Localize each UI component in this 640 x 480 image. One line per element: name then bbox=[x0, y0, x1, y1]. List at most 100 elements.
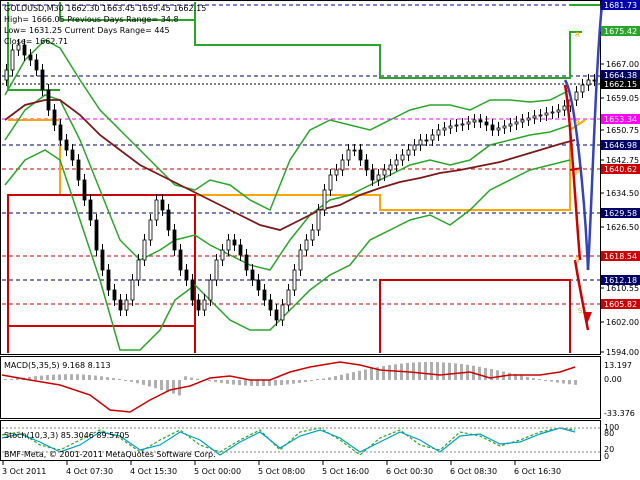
price-tag-label: 1640.62 bbox=[604, 165, 637, 174]
macd-bar bbox=[160, 380, 163, 390]
price-tick-label: 1610.55 bbox=[606, 284, 639, 293]
svg-text:R: R bbox=[575, 31, 580, 39]
candle-body bbox=[526, 117, 531, 121]
candle-body bbox=[496, 127, 501, 131]
macd-bar bbox=[478, 366, 481, 380]
stoch-tick-80: 80 bbox=[604, 429, 614, 438]
macd-tick-zero: 0.00 bbox=[604, 375, 622, 384]
candle-body bbox=[322, 189, 327, 211]
price-tick-label: 1642.75 bbox=[606, 156, 639, 165]
symbol-ohlc-label: GOLDUSD,M30 1662.30 1663.45 1659.45 1662… bbox=[4, 4, 206, 13]
time-tick-label: 6 Oct 00:30 bbox=[386, 467, 433, 476]
candle-body bbox=[118, 299, 123, 311]
macd-bar bbox=[280, 380, 283, 386]
main-price-panel[interactable] bbox=[0, 0, 601, 355]
macd-bar bbox=[4, 379, 7, 380]
macd-bar bbox=[274, 380, 277, 386]
macd-bar bbox=[562, 380, 565, 384]
candle-body bbox=[454, 124, 459, 127]
macd-bar bbox=[352, 372, 355, 380]
macd-bar bbox=[100, 376, 103, 380]
level-markers: R R P S S bbox=[575, 31, 583, 315]
candle-body bbox=[412, 144, 417, 151]
macd-bar bbox=[70, 374, 73, 380]
macd-bar bbox=[148, 380, 151, 387]
candle-body bbox=[376, 174, 381, 181]
macd-bar bbox=[172, 380, 175, 394]
price-tick-label: 1667.00 bbox=[606, 60, 639, 69]
candle-body bbox=[172, 229, 177, 251]
macd-bar bbox=[418, 362, 421, 380]
macd-panel[interactable] bbox=[0, 356, 601, 419]
candle-body bbox=[592, 79, 597, 82]
candle-body bbox=[298, 249, 303, 271]
time-tick-label: 6 Oct 16:30 bbox=[514, 467, 561, 476]
macd-bar bbox=[226, 380, 229, 384]
moving-average-line bbox=[4, 99, 576, 231]
candle-body bbox=[334, 169, 339, 176]
candle-body bbox=[34, 59, 39, 71]
candle-body bbox=[4, 69, 9, 81]
candle-body bbox=[136, 259, 141, 281]
candle-body bbox=[70, 149, 75, 161]
candle-body bbox=[10, 49, 15, 71]
macd-bar bbox=[496, 370, 499, 380]
macd-bar bbox=[154, 380, 157, 389]
macd-bar bbox=[388, 365, 391, 380]
macd-bar bbox=[514, 374, 517, 380]
macd-bar bbox=[334, 376, 337, 380]
candle-body bbox=[262, 289, 267, 301]
price-tag-label: 1664.38 bbox=[604, 71, 637, 80]
macd-bar bbox=[10, 379, 13, 380]
candle-body bbox=[574, 91, 579, 101]
candle-body bbox=[400, 154, 405, 161]
candle-body bbox=[544, 112, 549, 116]
macd-bar bbox=[556, 380, 559, 383]
candle-body bbox=[580, 84, 585, 93]
candle-body bbox=[550, 111, 555, 114]
candle-body bbox=[256, 279, 261, 291]
svg-text:R: R bbox=[575, 119, 580, 127]
candle-body bbox=[448, 125, 453, 129]
candle-body bbox=[430, 134, 435, 141]
macd-bar bbox=[238, 380, 241, 386]
candle-body bbox=[148, 219, 153, 241]
candle-body bbox=[64, 139, 69, 151]
candle-body bbox=[250, 269, 255, 281]
price-tag-label: 1646.98 bbox=[604, 141, 637, 150]
macd-bar bbox=[424, 362, 427, 380]
candle-body bbox=[82, 179, 87, 201]
time-axis: 3 Oct 2011 4 Oct 07:30 4 Oct 15:30 5 Oct 00… bbox=[2, 461, 561, 476]
macd-bar bbox=[196, 378, 199, 380]
price-tag bbox=[601, 70, 640, 80]
macd-bar bbox=[298, 380, 301, 383]
macd-bar bbox=[76, 374, 79, 380]
copyright-label: BMF-Meta, © 2001-2011 MetaQuotes Softwar… bbox=[4, 450, 216, 459]
macd-bar bbox=[394, 364, 397, 380]
bollinger-bands bbox=[4, 39, 571, 351]
price-tick-label: 1626.50 bbox=[606, 223, 639, 232]
candle-body bbox=[244, 254, 249, 271]
candle-body bbox=[220, 249, 225, 261]
candle-body bbox=[388, 164, 393, 171]
candle-body bbox=[286, 289, 291, 306]
macd-bar bbox=[526, 376, 529, 380]
price-tag bbox=[601, 79, 640, 89]
macd-bar bbox=[286, 380, 289, 385]
candle-body bbox=[304, 239, 309, 251]
candle-body bbox=[424, 139, 429, 142]
macd-bar bbox=[370, 368, 373, 380]
macd-bar bbox=[490, 369, 493, 380]
candle-body bbox=[16, 44, 21, 51]
candle-body bbox=[142, 239, 147, 261]
macd-bar bbox=[340, 374, 343, 380]
candle-body bbox=[310, 229, 315, 241]
candle-body bbox=[514, 121, 519, 125]
candle-body bbox=[370, 169, 375, 181]
macd-bar bbox=[232, 380, 235, 385]
stoch-panel[interactable] bbox=[0, 420, 601, 461]
candle-body bbox=[22, 44, 27, 56]
stoch-tick-0: 0 bbox=[604, 452, 609, 461]
stoch-tick-20: 20 bbox=[604, 445, 614, 454]
